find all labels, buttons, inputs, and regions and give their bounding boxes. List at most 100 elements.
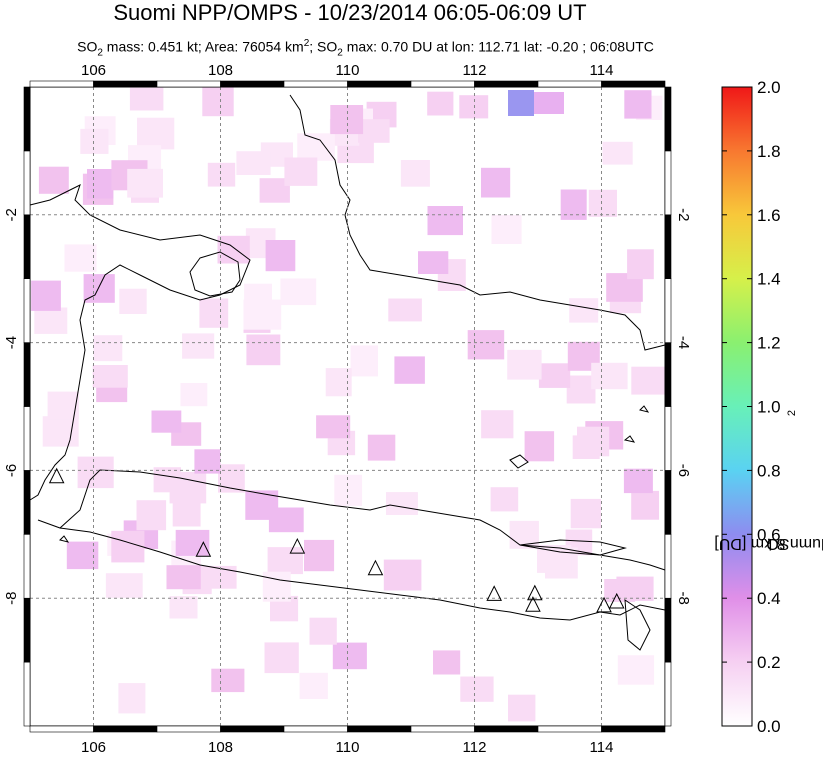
so2-cell — [400, 160, 430, 187]
so2-cell — [616, 576, 654, 601]
frame-bar-right — [664, 214, 672, 280]
so2-cell — [211, 668, 245, 693]
frame-bar-bottom — [347, 725, 412, 733]
so2-cell — [118, 683, 146, 714]
so2-cell — [491, 215, 522, 244]
map-frame — [23, 80, 672, 733]
lon-tick-label-top: 110 — [336, 62, 360, 79]
so2-cell — [508, 694, 536, 722]
lat-tick-label-right: -4 — [675, 336, 692, 349]
so2-cell — [538, 363, 571, 388]
so2-cell — [304, 539, 335, 572]
so2-cell — [265, 240, 296, 272]
so2-cell — [243, 299, 282, 330]
frame-bar-left — [23, 214, 31, 280]
lon-tick-label-bottom: 108 — [208, 739, 233, 756]
frame-bar-top — [29, 80, 94, 88]
so2-cell — [467, 330, 505, 360]
so2-cell — [534, 92, 564, 114]
so2-cell — [418, 251, 449, 274]
so2-cell — [490, 487, 519, 512]
so2-cell — [386, 492, 418, 515]
so2-cell — [64, 244, 97, 272]
sumatra-coast — [29, 184, 251, 501]
frame-bar-bottom — [474, 725, 539, 733]
frame-bar-left — [23, 342, 31, 407]
so2-cell — [481, 410, 514, 439]
volcano-marker — [608, 592, 625, 609]
so2-cell — [280, 278, 317, 306]
volcano-marker — [527, 584, 543, 601]
so2-cell — [136, 500, 167, 531]
frame-bar-right — [664, 597, 672, 663]
so2-cell — [427, 91, 454, 116]
so2-cell — [172, 498, 201, 527]
colorbar: 2.0 1.8 1.6 1.4 1.2 1.0 0.8 0.6 0.4 0.2 0.0 — [721, 78, 781, 736]
frame-bar-right — [664, 406, 672, 471]
so2-cell — [137, 117, 175, 150]
so2-cell — [31, 280, 61, 311]
graticule — [30, 87, 665, 726]
so2-cell — [199, 298, 229, 328]
frame-bar-top — [474, 80, 539, 88]
so2-cell — [330, 105, 364, 135]
so2-cell — [34, 307, 68, 334]
so2-cell — [236, 151, 271, 175]
lon-tick-label-bottom: 106 — [81, 739, 106, 756]
so2-cell — [350, 345, 378, 377]
colorbar-tick-label: 1.6 — [757, 206, 781, 225]
frame-bar-left — [23, 278, 31, 343]
colorbar-tick-label: 0.8 — [757, 461, 781, 480]
so2-cell — [383, 559, 422, 591]
frame-bar-top — [537, 80, 602, 88]
lat-tick-label-left: -4 — [3, 336, 20, 349]
frame-bar-top — [410, 80, 475, 88]
lon-tick-label-top: 114 — [590, 62, 614, 79]
so2-cell — [617, 655, 655, 685]
lon-tick-label-bottom: 112 — [463, 739, 487, 756]
so2-cell — [316, 415, 351, 439]
so2-cell — [537, 545, 572, 573]
so2-cell — [627, 249, 654, 280]
so2-cell — [367, 434, 396, 461]
lat-tick-label-left: -8 — [3, 592, 20, 605]
so2-cell — [119, 288, 147, 314]
so2-cell — [182, 333, 215, 359]
so2-cell — [127, 168, 163, 198]
so2-cell — [129, 87, 164, 111]
so2-cell — [92, 365, 128, 388]
volcano-marker — [486, 585, 502, 601]
frame-bar-bottom — [220, 725, 285, 733]
frame-bar-left — [23, 661, 31, 727]
map-title: Suomi NPP/OMPS - 10/23/2014 06:05-06:09 … — [113, 0, 587, 25]
so2-cell — [87, 169, 114, 199]
frame-bar-bottom — [29, 725, 94, 733]
so2-cell — [202, 87, 234, 117]
so2-cell — [77, 456, 114, 489]
so2-cell — [38, 166, 69, 194]
lat-tick-label-left: -2 — [3, 208, 20, 221]
so2-cell — [433, 650, 461, 675]
frame-bar-right — [664, 150, 672, 216]
lon-tick-label-top: 108 — [208, 62, 233, 79]
so2-cell — [388, 298, 422, 322]
frame-bar-top — [156, 80, 221, 88]
volcano-marker — [48, 467, 65, 484]
colorbar-tick-label: 0.2 — [757, 653, 781, 672]
lat-tick-label-right: -6 — [675, 464, 692, 477]
so2-cell — [267, 547, 303, 575]
so2-cell — [151, 410, 182, 433]
frame-bar-right — [664, 86, 672, 152]
so2-cell — [602, 141, 633, 165]
so2-cell — [105, 573, 143, 598]
colorbar-tick-label: 2.0 — [757, 78, 781, 97]
frame-bar-bottom — [283, 725, 348, 733]
so2-cell — [309, 617, 337, 645]
volcano-markers — [48, 467, 625, 613]
frame-bar-left — [23, 533, 31, 599]
frame-bar-bottom — [537, 725, 602, 733]
so2-cell — [427, 206, 463, 236]
lat-tick-label-left: -6 — [3, 464, 20, 477]
colorbar-tick-label: 0.6 — [757, 525, 781, 544]
